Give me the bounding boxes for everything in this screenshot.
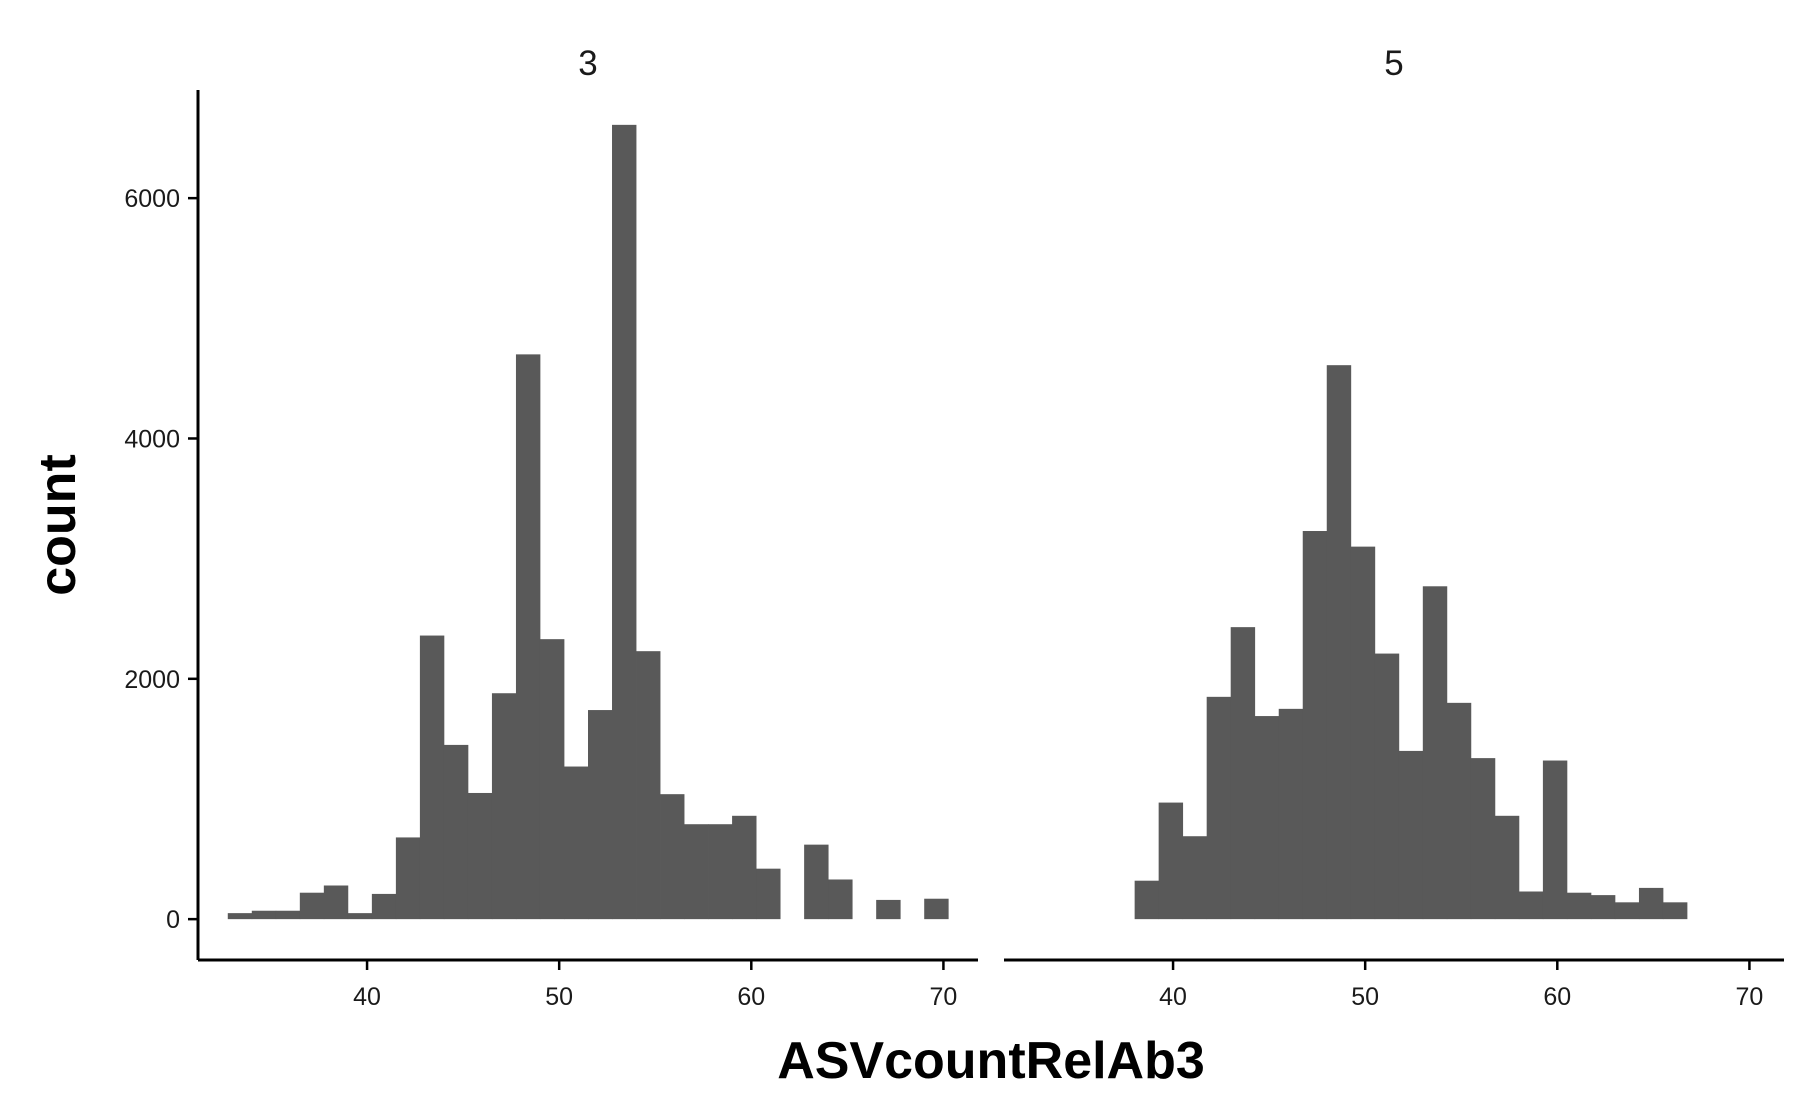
y-tick-label-0: 0 xyxy=(166,906,180,934)
histogram-bar xyxy=(1446,702,1472,920)
histogram-bar xyxy=(1518,891,1544,920)
histogram-bar xyxy=(419,635,445,920)
histogram-bar xyxy=(1638,887,1664,920)
histogram-bar xyxy=(1542,760,1568,920)
histogram-bar xyxy=(539,639,565,920)
histogram-bar xyxy=(563,766,589,920)
x-axis-title: ASVcountRelAb3 xyxy=(777,1032,1205,1090)
x-tick-label-40: 40 xyxy=(1159,983,1187,1011)
histogram-bar xyxy=(756,868,781,920)
histogram-bar xyxy=(876,899,901,920)
histogram-bar xyxy=(1494,815,1520,920)
histogram-bar xyxy=(1374,653,1400,920)
histogram-bar xyxy=(684,824,709,920)
x-tick-label-70: 70 xyxy=(1736,983,1764,1011)
histogram-bar xyxy=(1206,696,1232,920)
histogram-bar xyxy=(515,354,541,920)
histogram-bar xyxy=(371,893,397,920)
x-tick-label-50: 50 xyxy=(1351,983,1379,1011)
x-tick-label-40: 40 xyxy=(353,983,381,1011)
histogram-bar xyxy=(443,744,469,920)
x-tick-label-50: 50 xyxy=(545,983,573,1011)
y-tick-label-4000: 4000 xyxy=(124,425,180,453)
histogram-bar xyxy=(804,844,829,920)
histogram-bar xyxy=(1422,586,1448,920)
histogram-bar xyxy=(1398,750,1424,920)
histogram-bar xyxy=(612,124,637,920)
x-tick-label-60: 60 xyxy=(737,983,765,1011)
facet-panels: 3 40 50 60 70 5 40 50 60 70 xyxy=(198,44,1784,1011)
histogram-bar xyxy=(660,794,685,920)
histogram-bar xyxy=(275,910,301,920)
histogram-bar xyxy=(323,885,349,920)
histogram-bar xyxy=(1350,546,1376,920)
histogram-bar xyxy=(1326,365,1352,920)
histogram-bar xyxy=(636,651,661,920)
x-tick-label-70: 70 xyxy=(930,983,958,1011)
histogram-bar xyxy=(347,913,373,920)
histogram-bar xyxy=(588,710,613,920)
y-tick-label-2000: 2000 xyxy=(124,666,180,694)
y-axis-title: count xyxy=(29,454,87,596)
histogram-bar xyxy=(732,815,757,920)
histogram-bar xyxy=(708,824,733,920)
histogram-bar xyxy=(251,910,277,920)
histogram-bar xyxy=(1590,895,1616,920)
facet-panel-3: 3 40 50 60 70 xyxy=(198,44,978,1011)
facet-strip-label: 3 xyxy=(578,44,597,83)
x-tick-label-60: 60 xyxy=(1543,983,1571,1011)
y-axis: 0 2000 4000 6000 xyxy=(124,90,200,960)
histogram-bar xyxy=(395,837,421,920)
histogram-bar xyxy=(1470,758,1496,920)
histogram-bar xyxy=(1134,880,1160,920)
histogram-bar xyxy=(1158,802,1184,920)
histogram-bar xyxy=(227,913,253,920)
histogram-bar xyxy=(1566,892,1592,920)
histogram-bar xyxy=(1614,902,1640,920)
histogram-bar xyxy=(1662,902,1688,920)
histogram-bar xyxy=(299,892,325,920)
histogram-bar xyxy=(1302,531,1328,920)
histogram-bar xyxy=(1182,836,1208,920)
histogram-bar xyxy=(467,792,493,920)
histogram-bar xyxy=(1254,716,1280,920)
histogram-bar xyxy=(828,879,853,920)
y-tick-label-6000: 6000 xyxy=(124,185,180,213)
histogram-bar xyxy=(924,898,949,920)
histogram-bar xyxy=(1230,627,1256,920)
facet-panel-5: 5 40 50 60 70 xyxy=(1004,44,1784,1011)
histogram-bar xyxy=(1278,708,1304,920)
facet-strip-label: 5 xyxy=(1384,44,1403,83)
histogram-bar xyxy=(491,693,517,920)
